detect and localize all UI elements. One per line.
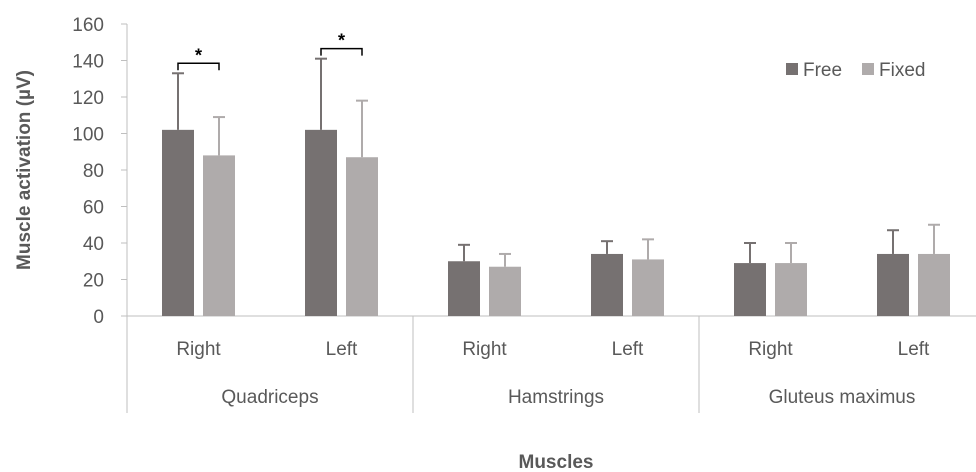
error-bars [172, 57, 940, 267]
bar-free [305, 129, 337, 316]
bar-free [448, 261, 480, 316]
significance-star: * [195, 45, 202, 65]
category-labels: Right Left Right Left Right Left [176, 339, 930, 360]
legend-label-fixed: Fixed [879, 60, 925, 81]
bars [162, 129, 950, 316]
y-tick-label: 160 [72, 15, 104, 36]
y-tick-label: 140 [72, 52, 104, 73]
legend-swatch-fixed [862, 63, 874, 75]
category-label: Left [898, 339, 930, 360]
y-tick-label: 80 [83, 161, 104, 182]
significance-bracket [320, 47, 363, 56]
bar-fixed [489, 266, 521, 316]
category-label: Right [176, 339, 221, 360]
bar-fixed [918, 253, 950, 316]
y-axis-title: Muscle activation (µV) [14, 70, 35, 270]
group-label: Quadriceps [221, 387, 318, 408]
bar-fixed [632, 259, 664, 316]
y-tick-label: 120 [72, 88, 104, 109]
bar-fixed [203, 155, 235, 316]
significance-annotations: ** [177, 31, 363, 71]
group-label: Gluteus maximus [769, 387, 916, 408]
category-label: Right [462, 339, 507, 360]
y-tick-label: 40 [83, 234, 104, 255]
bar-free [162, 129, 194, 316]
legend-swatch-free [786, 63, 798, 75]
significance-bracket [177, 62, 220, 71]
group-label: Hamstrings [508, 387, 604, 408]
y-tick-label: 20 [83, 271, 104, 292]
legend-label-free: Free [803, 60, 842, 81]
y-tick-labels: 0 20 40 60 80 100 120 140 160 [72, 15, 127, 328]
axes [126, 24, 976, 413]
group-labels: Quadriceps Hamstrings Gluteus maximus [221, 316, 915, 413]
bar-free [877, 253, 909, 316]
bar-free [734, 263, 766, 316]
y-tick-label: 60 [83, 198, 104, 219]
x-axis-title: Muscles [519, 452, 594, 472]
bar-fixed [775, 263, 807, 316]
category-label: Right [748, 339, 793, 360]
category-label: Left [612, 339, 644, 360]
y-tick-label: 100 [72, 125, 104, 146]
legend: Free Fixed [786, 60, 925, 81]
category-label: Left [326, 339, 358, 360]
bar-free [591, 253, 623, 316]
bar-fixed [346, 157, 378, 316]
y-tick-label: 0 [93, 307, 104, 328]
significance-star: * [338, 31, 345, 51]
